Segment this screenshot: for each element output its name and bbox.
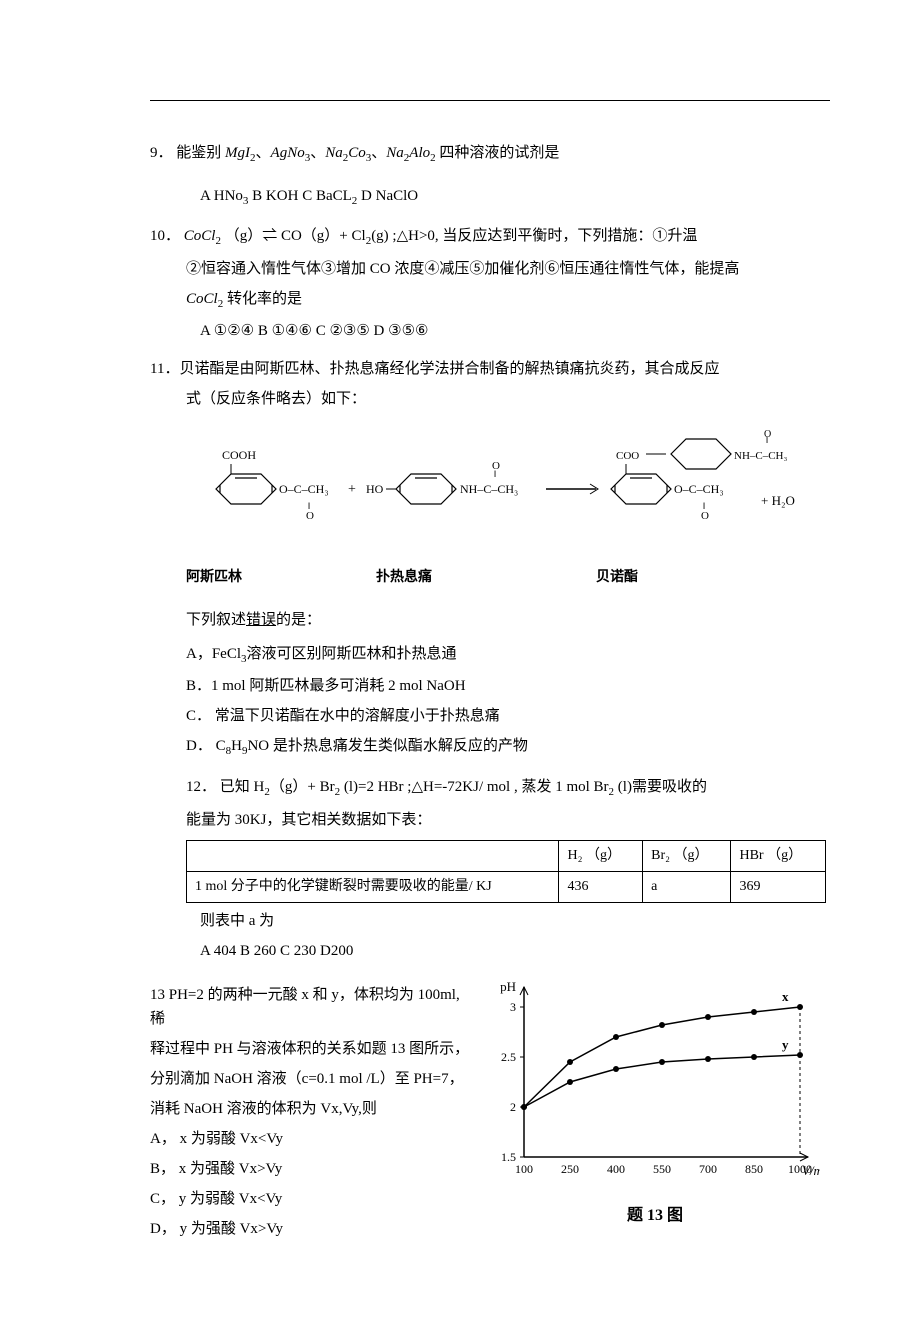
q13-caption: 题 13 图 <box>480 1203 830 1229</box>
q10-line3: CoCl2 转化率的是 <box>150 287 830 314</box>
q11-D: D． C8H9NO 是扑热息痛发生类似酯水解反应的产物 <box>150 734 830 761</box>
q10-line1: 10． CoCl2 （g）⇌ CO（g）+ Cl2(g) ;△H>0, 当反应达… <box>150 224 830 251</box>
svg-text:COO: COO <box>616 450 639 462</box>
table-cell: 436 <box>559 871 643 902</box>
table-cell: 369 <box>731 871 826 902</box>
question-11: 11．贝诺酯是由阿斯匹林、扑热息痛经化学法拼合制备的解热镇痛抗炎药，其合成反应 … <box>150 357 830 761</box>
table-cell: 1 mol 分子中的化学键断裂时需要吸收的能量/ KJ <box>187 871 559 902</box>
q13-l1: 13 PH=2 的两种一元酸 x 和 y，体积均为 100ml,稀 <box>150 983 470 1031</box>
svg-text:+: + <box>348 482 356 497</box>
q12-options: A 404 B 260 C 230 D200 <box>150 939 830 963</box>
svg-text:NH–C–CH₃: NH–C–CH₃ <box>460 482 518 496</box>
q11-prompt: 下列叙述错误的是： <box>150 608 830 632</box>
svg-text:O: O <box>764 429 771 440</box>
svg-text:pH: pH <box>500 979 516 994</box>
question-12: 12． 已知 H2（g）+ Br2 (l)=2 HBr ;△H=-72KJ/ m… <box>150 775 830 963</box>
table-header: HBr （g） <box>731 840 826 871</box>
svg-text:2: 2 <box>510 1100 516 1114</box>
svg-text:O: O <box>701 510 709 522</box>
table-header: Br₂ （g） <box>643 840 731 871</box>
q11-stem2: 式（反应条件略去）如下： <box>150 387 830 411</box>
svg-text:O–C–CH₃: O–C–CH₃ <box>674 482 724 496</box>
question-9: 9． 能鉴别 MgI2、AgNo3、Na2Co3、Na2Alo2 四种溶液的试剂… <box>150 141 830 210</box>
q10-num: 10． <box>150 228 180 244</box>
svg-text:COOH: COOH <box>222 448 256 462</box>
reaction-scheme: COOH O–C–CH₃ ‖ O + HO NH–C–CH₃ ‖ O <box>186 429 830 557</box>
label-aspirin: 阿斯匹林 <box>186 567 376 589</box>
q13-C: C， y 为弱酸 Vx<Vy <box>150 1187 470 1211</box>
svg-text:y: y <box>782 1037 789 1052</box>
question-10: 10． CoCl2 （g）⇌ CO（g）+ Cl2(g) ;△H>0, 当反应达… <box>150 224 830 343</box>
q12-num: 12． <box>186 779 216 795</box>
q13-A: A， x 为弱酸 Vx<Vy <box>150 1127 470 1151</box>
svg-text:250: 250 <box>561 1162 579 1176</box>
svg-text:1000: 1000 <box>788 1162 812 1176</box>
svg-text:400: 400 <box>607 1162 625 1176</box>
q11-num: 11． <box>150 361 179 377</box>
q12-stem1: 12． 已知 H2（g）+ Br2 (l)=2 HBr ;△H=-72KJ/ m… <box>150 775 830 802</box>
q11-C: C． 常温下贝诺酯在水中的溶解度小于扑热息痛 <box>150 704 830 728</box>
q13-l3: 分别滴加 NaOH 溶液（c=0.1 mol /L）至 PH=7， <box>150 1067 470 1091</box>
svg-text:O: O <box>492 460 500 472</box>
svg-text:2.5: 2.5 <box>501 1050 516 1064</box>
svg-text:+ H₂O: + H₂O <box>761 493 795 508</box>
svg-text:3: 3 <box>510 1000 516 1014</box>
table-row: H₂ （g） Br₂ （g） HBr （g） <box>187 840 826 871</box>
q12-after: 则表中 a 为 <box>150 909 830 933</box>
q10-options: A ①②④ B ①④⑥ C ②③⑤ D ③⑤⑥ <box>150 319 830 343</box>
q10-line2: ②恒容通入惰性气体③增加 CO 浓度④减压⑤加催化剂⑥恒压通往惰性气体，能提高 <box>150 257 830 281</box>
q9-options: A HNo3 B KOH C BaCL2 D NaClO <box>150 184 830 211</box>
q11-B: B．1 mol 阿斯匹林最多可消耗 2 mol NaOH <box>150 674 830 698</box>
header-rule <box>150 100 830 101</box>
q13-B: B， x 为强酸 Vx>Vy <box>150 1157 470 1181</box>
q13-l2: 释过程中 PH 与溶液体积的关系如题 13 图所示， <box>150 1037 470 1061</box>
svg-text:850: 850 <box>745 1162 763 1176</box>
svg-text:x: x <box>782 989 789 1004</box>
table-row: 1 mol 分子中的化学键断裂时需要吸收的能量/ KJ 436 a 369 <box>187 871 826 902</box>
q12-stem2: 能量为 30KJ，其它相关数据如下表： <box>150 808 830 832</box>
q13-D: D， y 为强酸 Vx>Vy <box>150 1217 470 1241</box>
label-benorilate: 贝诺酯 <box>596 567 776 589</box>
svg-text:100: 100 <box>515 1162 533 1176</box>
q9-num: 9． <box>150 145 173 161</box>
svg-text:1.5: 1.5 <box>501 1150 516 1164</box>
label-paracetamol: 扑热息痛 <box>376 567 596 589</box>
q12-table: H₂ （g） Br₂ （g） HBr （g） 1 mol 分子中的化学键断裂时需… <box>186 840 826 904</box>
q13-num: 13 <box>150 987 165 1003</box>
svg-text:O: O <box>306 510 314 522</box>
svg-text:HO: HO <box>366 482 384 496</box>
question-13: 13 PH=2 的两种一元酸 x 和 y，体积均为 100ml,稀 释过程中 P… <box>150 977 830 1247</box>
reaction-labels: 阿斯匹林 扑热息痛 贝诺酯 <box>186 567 830 589</box>
svg-text:550: 550 <box>653 1162 671 1176</box>
q11-A: A，FeCl3溶液可区别阿斯匹林和扑热息通 <box>150 642 830 669</box>
svg-text:700: 700 <box>699 1162 717 1176</box>
q13-chart: pHV/mL1.522.531002504005507008501000xy <box>480 977 820 1187</box>
table-header <box>187 840 559 871</box>
q11-stem1: 11．贝诺酯是由阿斯匹林、扑热息痛经化学法拼合制备的解热镇痛抗炎药，其合成反应 <box>150 357 830 381</box>
svg-text:NH–C–CH₃: NH–C–CH₃ <box>734 450 788 462</box>
svg-text:O–C–CH₃: O–C–CH₃ <box>279 482 329 496</box>
table-cell: a <box>643 871 731 902</box>
table-header: H₂ （g） <box>559 840 643 871</box>
q9-stem: 9． 能鉴别 MgI2、AgNo3、Na2Co3、Na2Alo2 四种溶液的试剂… <box>150 141 830 168</box>
q13-l4: 消耗 NaOH 溶液的体积为 Vx,Vy,则 <box>150 1097 470 1121</box>
